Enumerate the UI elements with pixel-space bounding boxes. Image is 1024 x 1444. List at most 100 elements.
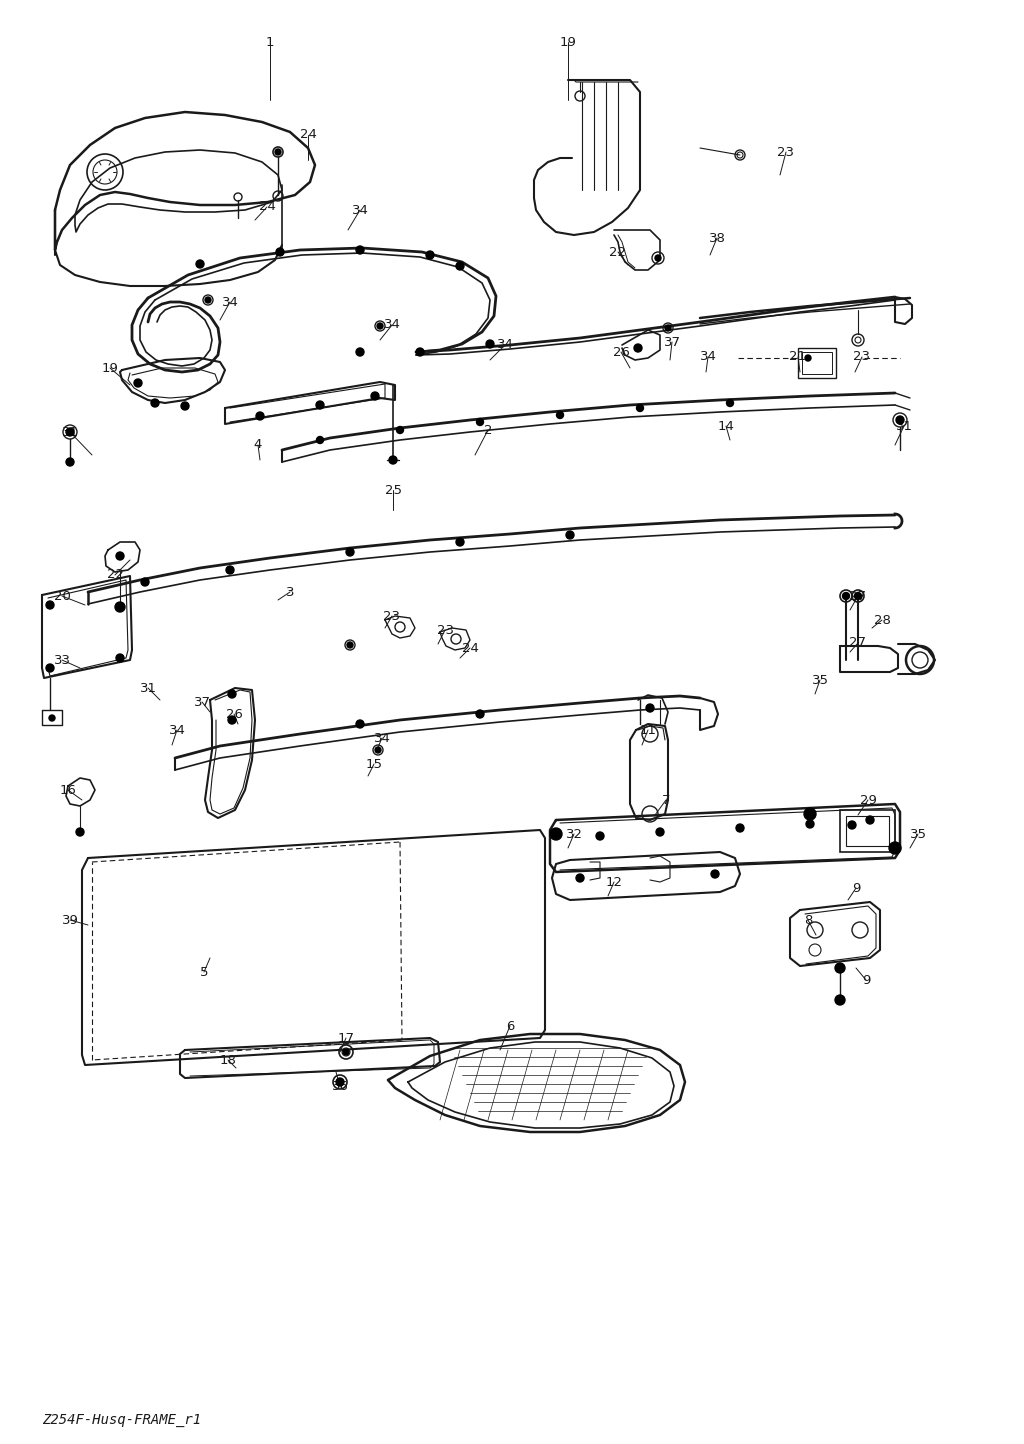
Text: 8: 8 (804, 914, 812, 927)
Circle shape (476, 419, 483, 426)
Circle shape (711, 869, 719, 878)
Circle shape (275, 149, 281, 155)
Bar (840, 810, 895, 852)
Text: 34: 34 (221, 296, 239, 309)
Text: 22: 22 (106, 569, 124, 582)
Circle shape (181, 401, 189, 410)
Circle shape (634, 344, 642, 352)
Text: 26: 26 (225, 708, 243, 721)
Text: 36: 36 (332, 1080, 348, 1093)
Text: 12: 12 (605, 875, 623, 888)
Text: 32: 32 (565, 827, 583, 840)
Text: 31: 31 (61, 426, 79, 439)
Text: 24: 24 (259, 201, 275, 214)
Text: 23: 23 (777, 146, 795, 159)
Circle shape (396, 426, 403, 433)
Text: 24: 24 (462, 641, 478, 654)
Circle shape (316, 436, 324, 443)
Text: 2: 2 (483, 423, 493, 436)
Text: 21: 21 (790, 351, 807, 364)
Circle shape (228, 716, 236, 723)
Circle shape (151, 399, 159, 407)
Circle shape (835, 995, 845, 1005)
Text: 3: 3 (286, 585, 294, 598)
Text: 28: 28 (873, 614, 891, 627)
Circle shape (456, 539, 464, 546)
Text: 35: 35 (909, 827, 927, 840)
Circle shape (854, 592, 861, 599)
Circle shape (66, 427, 74, 436)
Circle shape (273, 147, 283, 157)
Circle shape (566, 531, 574, 539)
Circle shape (356, 721, 364, 728)
Circle shape (656, 827, 664, 836)
Circle shape (356, 245, 364, 254)
Circle shape (456, 261, 464, 270)
Circle shape (226, 566, 234, 575)
Circle shape (46, 601, 54, 609)
Circle shape (646, 705, 654, 712)
Text: 5: 5 (200, 966, 208, 979)
Text: 1: 1 (266, 36, 274, 49)
Circle shape (356, 348, 364, 357)
Circle shape (273, 191, 283, 201)
Circle shape (276, 248, 284, 256)
Circle shape (486, 339, 494, 348)
Circle shape (66, 458, 74, 466)
Text: 17: 17 (338, 1031, 354, 1044)
Text: 11: 11 (640, 723, 656, 736)
Text: 6: 6 (506, 1019, 514, 1032)
Text: 23: 23 (384, 609, 400, 622)
Text: 18: 18 (219, 1054, 237, 1067)
Text: 34: 34 (384, 319, 400, 332)
Circle shape (736, 825, 744, 832)
Circle shape (375, 747, 381, 752)
Circle shape (596, 832, 604, 840)
Circle shape (416, 348, 424, 357)
Circle shape (347, 643, 353, 648)
Circle shape (843, 592, 850, 599)
Text: 25: 25 (384, 484, 401, 497)
Circle shape (196, 260, 204, 269)
Text: 39: 39 (61, 914, 79, 927)
Circle shape (556, 412, 563, 419)
Circle shape (116, 552, 124, 560)
Text: 9: 9 (862, 973, 870, 986)
Circle shape (205, 297, 211, 303)
Circle shape (655, 256, 662, 261)
Circle shape (346, 549, 354, 556)
Text: 37: 37 (664, 335, 681, 348)
Text: 14: 14 (718, 420, 734, 433)
Circle shape (116, 654, 124, 661)
Bar (798, 348, 836, 378)
Text: 23: 23 (436, 624, 454, 637)
Text: 19: 19 (559, 36, 577, 49)
Text: 9: 9 (852, 881, 860, 894)
Text: 34: 34 (497, 338, 513, 351)
Text: 19: 19 (101, 361, 119, 374)
Circle shape (896, 416, 904, 425)
Text: 29: 29 (859, 794, 877, 807)
Circle shape (141, 578, 150, 586)
Text: 35: 35 (811, 673, 828, 686)
Text: 16: 16 (59, 784, 77, 797)
Circle shape (805, 355, 811, 361)
Text: 31: 31 (896, 420, 912, 433)
Circle shape (889, 842, 901, 853)
Text: Z254F-Husq-FRAME_r1: Z254F-Husq-FRAME_r1 (42, 1414, 201, 1427)
Circle shape (49, 715, 55, 721)
Circle shape (575, 874, 584, 882)
Text: 33: 33 (53, 654, 71, 667)
Text: 4: 4 (254, 439, 262, 452)
Circle shape (426, 251, 434, 258)
Circle shape (476, 710, 484, 718)
Circle shape (371, 391, 379, 400)
Circle shape (848, 822, 856, 829)
Text: 7: 7 (662, 794, 671, 807)
Text: 34: 34 (351, 204, 369, 217)
Text: 24: 24 (300, 129, 316, 142)
Circle shape (336, 1079, 344, 1086)
Text: 34: 34 (699, 351, 717, 364)
Circle shape (256, 412, 264, 420)
Text: 37: 37 (194, 696, 211, 709)
